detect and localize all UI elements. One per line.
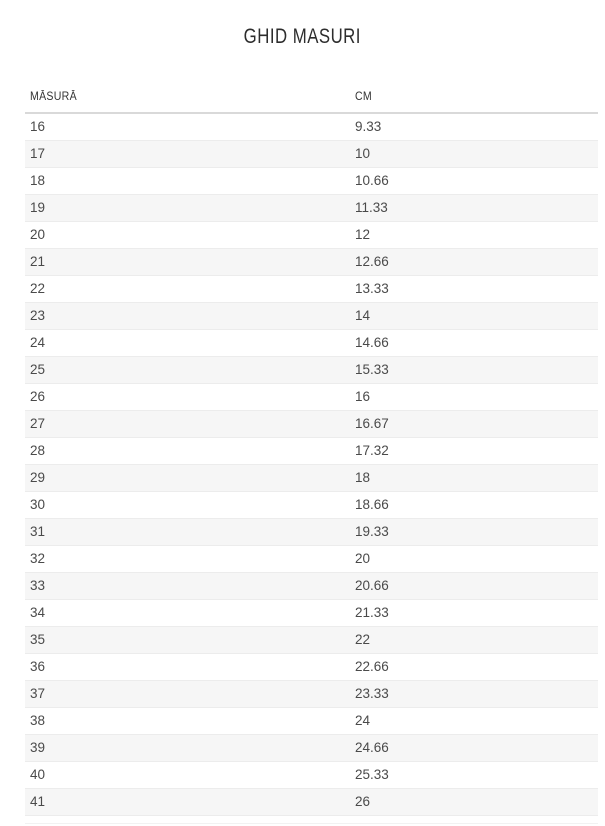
table-row: 28 17.32 bbox=[25, 437, 598, 465]
cm-cell: 17.32 bbox=[350, 437, 598, 465]
size-cell: 19 bbox=[25, 194, 350, 222]
size-cell: 34 bbox=[25, 599, 350, 627]
cm-cell: 19.33 bbox=[350, 518, 598, 546]
cm-cell: 18.66 bbox=[350, 491, 598, 519]
size-cell: 39 bbox=[25, 734, 350, 762]
size-cell: 29 bbox=[25, 464, 350, 492]
size-cell: 20 bbox=[25, 221, 350, 249]
size-cell: 30 bbox=[25, 491, 350, 519]
table-row: 39 24.66 bbox=[25, 734, 598, 762]
size-cell: 33 bbox=[25, 572, 350, 600]
cm-cell: 13.33 bbox=[350, 275, 598, 303]
cm-cell: 18 bbox=[350, 464, 598, 492]
table-row: 38 24 bbox=[25, 707, 598, 735]
cm-cell: 12 bbox=[350, 221, 598, 249]
size-cell: 17 bbox=[25, 140, 350, 168]
column-header-masura: MĂSURĂ bbox=[25, 85, 350, 114]
cm-cell: 21.33 bbox=[350, 599, 598, 627]
size-cell: 24 bbox=[25, 329, 350, 357]
size-cell: 23 bbox=[25, 302, 350, 330]
size-cell: 36 bbox=[25, 653, 350, 681]
table-row: 20 12 bbox=[25, 221, 598, 249]
cm-cell: 24.66 bbox=[350, 734, 598, 762]
table-row: 34 21.33 bbox=[25, 599, 598, 627]
size-guide-section: MĂSURĂ CM 16 9.33 17 10 18 10.66 19 11.33 20 12 21… bbox=[25, 85, 598, 816]
section-divider bbox=[25, 823, 598, 824]
cm-cell: 14.66 bbox=[350, 329, 598, 357]
table-row: 16 9.33 bbox=[25, 113, 598, 141]
cm-cell: 20.66 bbox=[350, 572, 598, 600]
table-row: 22 13.33 bbox=[25, 275, 598, 303]
column-header-masura-label: MĂSURĂ bbox=[30, 91, 77, 103]
cm-cell: 24 bbox=[350, 707, 598, 735]
column-header-cm-label: CM bbox=[355, 91, 373, 103]
cm-cell: 11.33 bbox=[350, 194, 598, 222]
size-guide-table: MĂSURĂ CM 16 9.33 17 10 18 10.66 19 11.33 20 12 21… bbox=[25, 85, 598, 816]
table-row: 21 12.66 bbox=[25, 248, 598, 276]
size-cell: 38 bbox=[25, 707, 350, 735]
table-row: 31 19.33 bbox=[25, 518, 598, 546]
cm-cell: 14 bbox=[350, 302, 598, 330]
cm-cell: 22.66 bbox=[350, 653, 598, 681]
column-header-cm: CM bbox=[350, 85, 598, 114]
table-row: 37 23.33 bbox=[25, 680, 598, 708]
table-row: 29 18 bbox=[25, 464, 598, 492]
table-body: 16 9.33 17 10 18 10.66 19 11.33 20 12 21 12.66 22 13.… bbox=[25, 113, 598, 816]
page-title-text: GHID MASURI bbox=[243, 25, 362, 48]
cm-cell: 23.33 bbox=[350, 680, 598, 708]
table-row: 27 16.67 bbox=[25, 410, 598, 438]
size-cell: 26 bbox=[25, 383, 350, 411]
size-cell: 18 bbox=[25, 167, 350, 195]
size-cell: 32 bbox=[25, 545, 350, 573]
table-row: 23 14 bbox=[25, 302, 598, 330]
table-row: 25 15.33 bbox=[25, 356, 598, 384]
size-cell: 16 bbox=[25, 113, 350, 141]
cm-cell: 16.67 bbox=[350, 410, 598, 438]
cm-cell: 26 bbox=[350, 788, 598, 816]
cm-cell: 25.33 bbox=[350, 761, 598, 789]
cm-cell: 12.66 bbox=[350, 248, 598, 276]
table-row: 33 20.66 bbox=[25, 572, 598, 600]
table-row: 40 25.33 bbox=[25, 761, 598, 789]
size-cell: 31 bbox=[25, 518, 350, 546]
cm-cell: 9.33 bbox=[350, 113, 598, 141]
cm-cell: 20 bbox=[350, 545, 598, 573]
table-header-row: MĂSURĂ CM bbox=[25, 85, 598, 114]
cm-cell: 15.33 bbox=[350, 356, 598, 384]
size-cell: 22 bbox=[25, 275, 350, 303]
table-row: 24 14.66 bbox=[25, 329, 598, 357]
size-cell: 37 bbox=[25, 680, 350, 708]
table-row: 35 22 bbox=[25, 626, 598, 654]
table-row: 17 10 bbox=[25, 140, 598, 168]
table-row: 19 11.33 bbox=[25, 194, 598, 222]
size-cell: 27 bbox=[25, 410, 350, 438]
table-row: 41 26 bbox=[25, 788, 598, 816]
cm-cell: 10.66 bbox=[350, 167, 598, 195]
page-title: GHID MASURI bbox=[0, 0, 605, 52]
size-cell: 40 bbox=[25, 761, 350, 789]
table-row: 30 18.66 bbox=[25, 491, 598, 519]
table-row: 18 10.66 bbox=[25, 167, 598, 195]
size-cell: 35 bbox=[25, 626, 350, 654]
table-row: 32 20 bbox=[25, 545, 598, 573]
cm-cell: 16 bbox=[350, 383, 598, 411]
cm-cell: 22 bbox=[350, 626, 598, 654]
table-row: 36 22.66 bbox=[25, 653, 598, 681]
size-cell: 41 bbox=[25, 788, 350, 816]
table-row: 26 16 bbox=[25, 383, 598, 411]
size-cell: 28 bbox=[25, 437, 350, 465]
size-cell: 21 bbox=[25, 248, 350, 276]
size-cell: 25 bbox=[25, 356, 350, 384]
cm-cell: 10 bbox=[350, 140, 598, 168]
